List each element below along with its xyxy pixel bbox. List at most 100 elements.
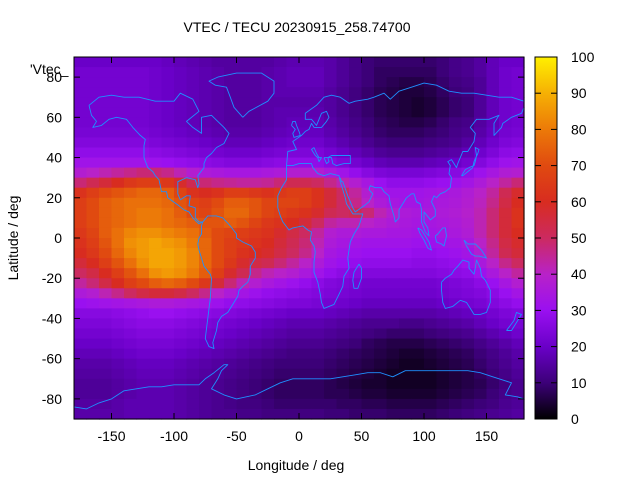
heatmap-cell: [386, 318, 400, 330]
heatmap-cell: [261, 298, 275, 309]
heatmap-cell: [124, 137, 138, 149]
heatmap-cell: [461, 137, 475, 149]
heatmap-cell: [349, 97, 363, 108]
x-axis-ticks: -150 -100 -50 0 50 100 150: [97, 57, 498, 444]
heatmap-cell: [199, 378, 213, 390]
heatmap-cell: [349, 338, 363, 350]
heatmap-cell: [299, 278, 313, 289]
heatmap-cell: [99, 127, 113, 139]
heatmap-cell: [336, 408, 350, 420]
heatmap-cell: [336, 77, 350, 88]
heatmap-cell: [511, 77, 525, 88]
heatmap-cell: [361, 308, 375, 320]
heatmap-cell: [411, 87, 425, 98]
coastline: [417, 227, 432, 251]
heatmap-cell: [324, 238, 338, 249]
heatmap-cell: [174, 288, 188, 299]
heatmap-cell: [399, 358, 413, 370]
heatmap-cell: [74, 177, 88, 189]
heatmap-cell: [199, 207, 213, 219]
heatmap-cell: [424, 248, 438, 259]
heatmap-cell: [374, 207, 388, 219]
heatmap-cell: [399, 298, 413, 309]
y-tick-label: 20: [46, 190, 62, 206]
heatmap-cell: [349, 278, 363, 289]
heatmap-cell: [149, 338, 163, 350]
heatmap-cell: [74, 258, 88, 269]
heatmap-cell: [199, 127, 213, 139]
heatmap-cell: [74, 358, 88, 370]
heatmap-cell: [274, 288, 288, 299]
heatmap-cell: [411, 127, 425, 139]
heatmap-cell: [474, 258, 488, 269]
heatmap-cell: [474, 67, 488, 78]
heatmap-cell: [136, 157, 150, 169]
heatmap-cell: [186, 137, 200, 149]
heatmap-cell: [286, 67, 300, 78]
heatmap-cell: [361, 378, 375, 390]
heatmap-cell: [111, 318, 125, 330]
heatmap-cell: [161, 227, 175, 239]
coastline: [286, 82, 525, 166]
heatmap-cell: [374, 217, 388, 229]
heatmap-cell: [324, 57, 338, 68]
heatmap-cell: [261, 338, 275, 350]
heatmap-cell: [449, 167, 463, 179]
heatmap-cell: [149, 358, 163, 370]
heatmap-cell: [324, 147, 338, 159]
heatmap-cell: [436, 127, 450, 139]
heatmap-cell: [286, 338, 300, 350]
heatmap-cell: [224, 398, 238, 410]
heatmap-cell: [111, 127, 125, 139]
heatmap-cell: [324, 187, 338, 199]
heatmap-cell: [386, 67, 400, 78]
heatmap-cell: [299, 368, 313, 380]
heatmap-cell: [299, 187, 313, 199]
heatmap-cell: [224, 328, 238, 340]
heatmap-cell: [99, 187, 113, 199]
heatmap-cell: [186, 308, 200, 320]
heatmap-cell: [124, 157, 138, 169]
heatmap-cell: [436, 147, 450, 159]
heatmap-cell: [174, 107, 188, 118]
heatmap-cell: [461, 358, 475, 370]
heatmap-cell: [399, 248, 413, 259]
heatmap-cell: [249, 408, 263, 420]
heatmap-cell: [474, 338, 488, 350]
heatmap-cell: [461, 197, 475, 209]
heatmap-cell: [361, 268, 375, 279]
heatmap-cell: [436, 288, 450, 299]
heatmap-cell: [324, 378, 338, 390]
heatmap-cell: [199, 147, 213, 159]
heatmap-cell: [211, 177, 225, 189]
heatmap-cell: [499, 157, 513, 169]
heatmap-cell: [111, 398, 125, 410]
heatmap-cell: [86, 187, 100, 199]
heatmap-cell: [311, 57, 325, 68]
heatmap-cell: [374, 197, 388, 209]
heatmap-cell: [361, 117, 375, 128]
heatmap-cell: [349, 117, 363, 128]
heatmap-cell: [311, 308, 325, 320]
heatmap-cell: [449, 358, 463, 370]
heatmap-cell: [136, 107, 150, 118]
heatmap-cell: [411, 77, 425, 88]
heatmap-cell: [124, 167, 138, 179]
heatmap-cell: [236, 77, 250, 88]
heatmap-cell: [136, 97, 150, 108]
heatmap-cell: [149, 308, 163, 320]
heatmap-cell: [424, 338, 438, 350]
heatmap-cell: [211, 248, 225, 259]
heatmap-cell: [149, 77, 163, 88]
heatmap-cell: [361, 368, 375, 380]
heatmap-cell: [436, 408, 450, 420]
heatmap-cell: [386, 368, 400, 380]
heatmap-cell: [261, 107, 275, 118]
heatmap-cell: [386, 227, 400, 239]
heatmap-cell: [236, 67, 250, 78]
heatmap-cell: [499, 197, 513, 209]
heatmap-cell: [374, 278, 388, 289]
heatmap-cell: [274, 177, 288, 189]
heatmap-cell: [274, 57, 288, 68]
heatmap-cell: [74, 388, 88, 400]
